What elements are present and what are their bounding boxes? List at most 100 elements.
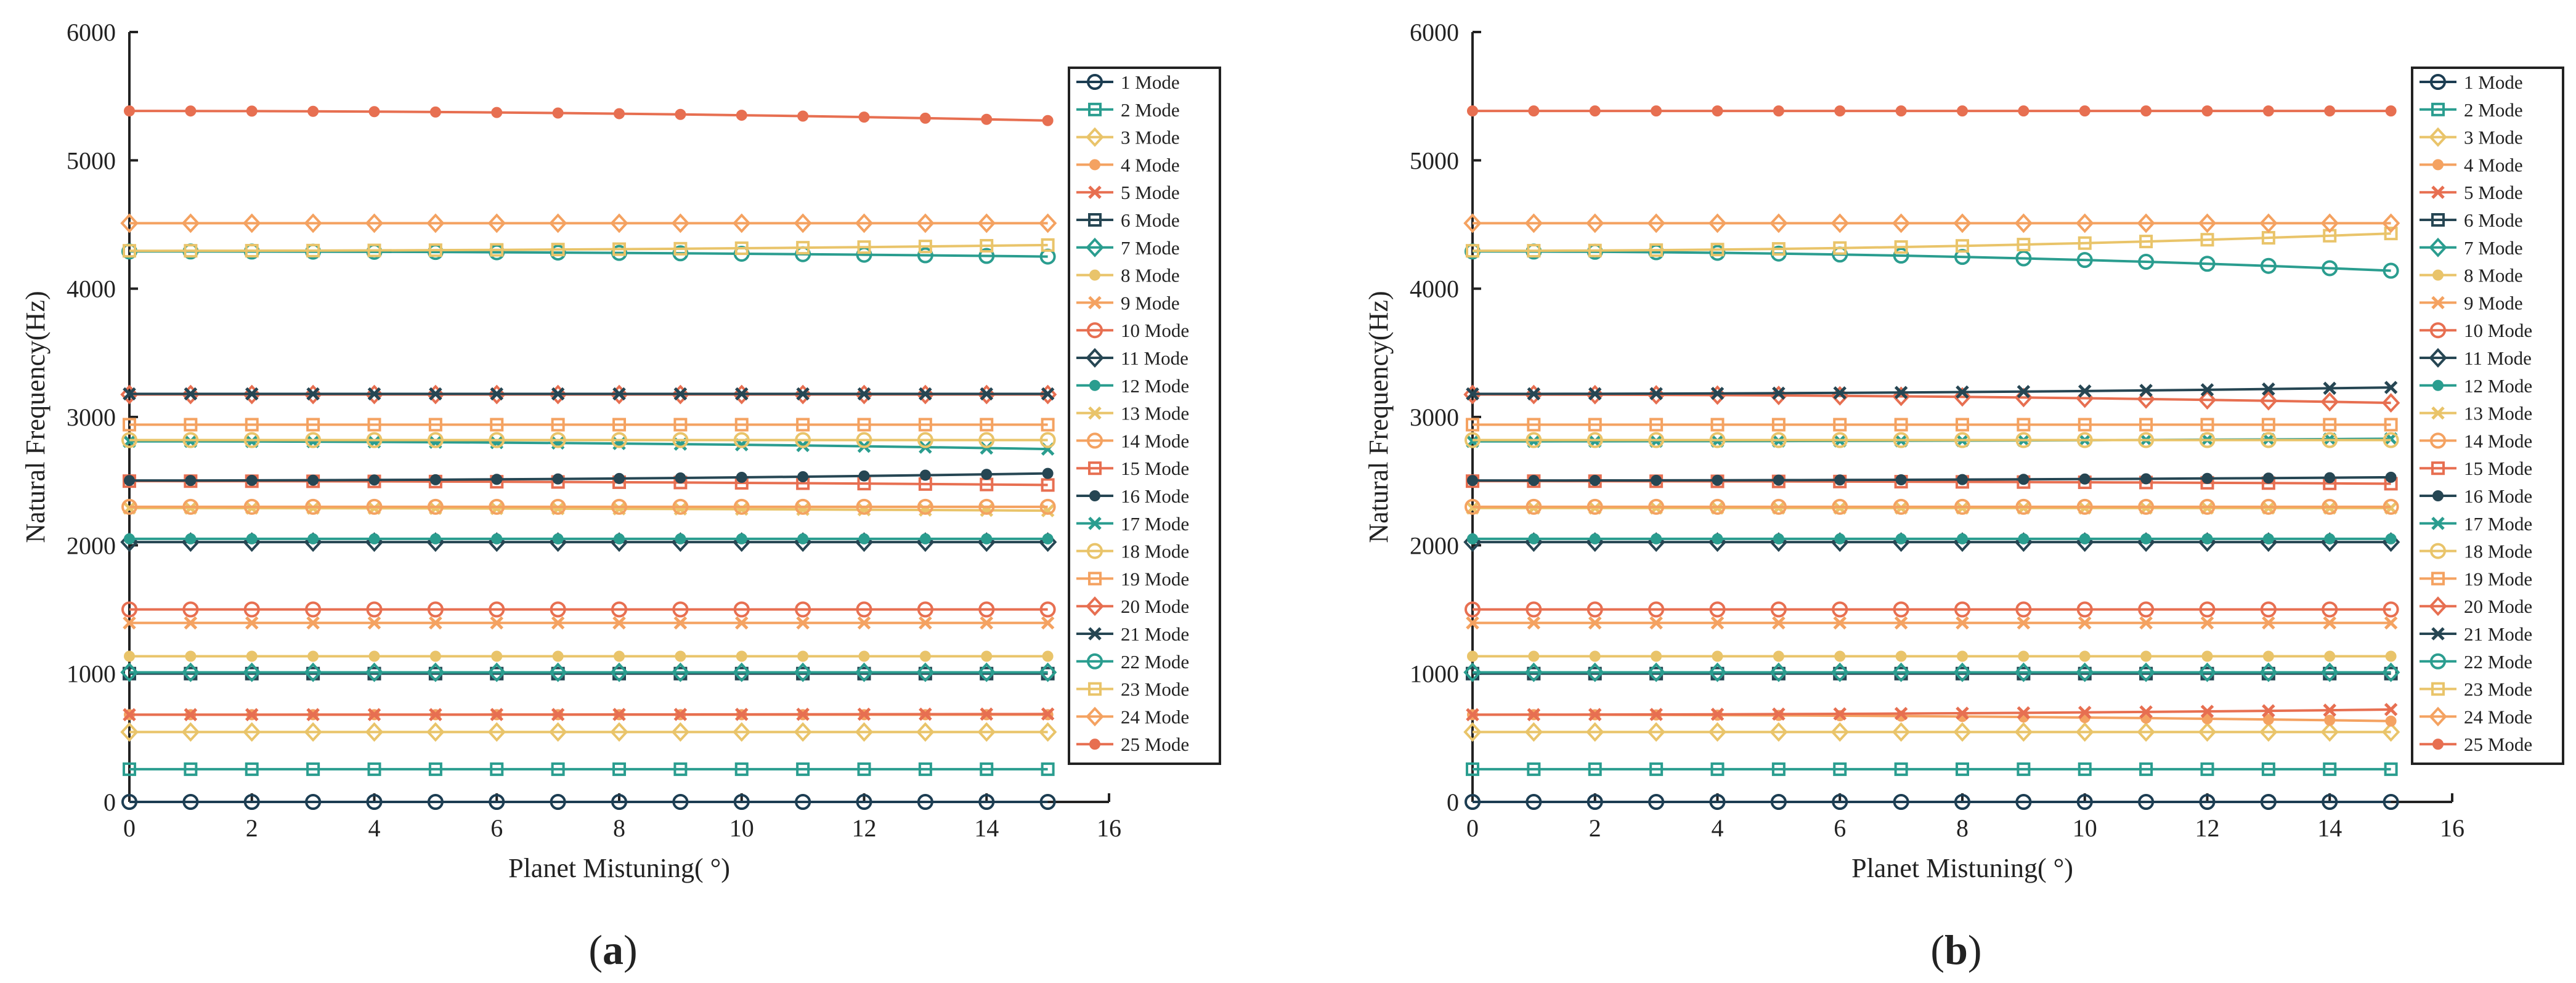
legend-swatch-marker: [1086, 237, 1104, 257]
data-point: [1038, 722, 1057, 742]
data-point: [245, 387, 259, 401]
data-point: [1956, 762, 1969, 776]
series-1-mode: [121, 794, 1056, 810]
series-16-mode: [1467, 471, 2397, 487]
data-point: [794, 722, 812, 742]
legend-label: 12 Mode: [1121, 375, 1189, 397]
data-point: [2076, 252, 2093, 269]
series-line: [1472, 475, 2391, 482]
data-point: [2384, 227, 2398, 241]
data-point: [1832, 498, 1848, 515]
data-point: [1895, 650, 1907, 662]
data-point: [245, 708, 259, 722]
series-3-mode: [120, 722, 1057, 742]
series-11-mode: [120, 532, 1057, 552]
data-point: [428, 243, 442, 257]
data-point: [2322, 601, 2338, 618]
y-tick-label: 4000: [67, 275, 116, 303]
data-point: [1834, 105, 1846, 117]
data-point: [367, 762, 381, 776]
data-point: [2323, 762, 2337, 776]
data-point: [2385, 471, 2397, 483]
data-point: [2076, 662, 2094, 682]
data-point: [1467, 533, 1478, 544]
data-point: [1587, 498, 1603, 515]
data-point: [1649, 243, 1664, 257]
data-point: [736, 472, 747, 483]
data-point: [1769, 213, 1788, 233]
data-point: [243, 601, 260, 618]
legend-swatch-marker: [2432, 738, 2444, 750]
data-point: [2137, 662, 2155, 682]
legend-label: 14 Mode: [1121, 430, 1189, 451]
data-point: [2200, 705, 2214, 718]
data-point: [245, 762, 259, 776]
data-point: [123, 762, 136, 776]
data-point: [182, 601, 199, 618]
data-point: [675, 650, 686, 662]
series-25-mode: [124, 105, 1054, 126]
series-9-mode: [123, 616, 1055, 630]
legend-label: 16 Mode: [1121, 485, 1189, 507]
data-point: [1649, 762, 1664, 776]
legend-label: 15 Mode: [1121, 458, 1189, 479]
data-point: [1527, 708, 1541, 722]
data-point: [2384, 762, 2398, 776]
data-point: [2322, 432, 2338, 448]
data-point: [2017, 616, 2031, 630]
series-5-mode: [123, 707, 1055, 722]
legend-swatch-marker: [1087, 543, 1103, 559]
data-point: [2260, 794, 2277, 810]
data-point: [917, 498, 933, 515]
data-point: [1769, 722, 1788, 742]
data-point: [306, 708, 320, 722]
data-point: [857, 762, 871, 776]
data-point: [124, 650, 135, 662]
data-point: [981, 650, 993, 662]
data-point: [1772, 386, 1786, 400]
data-point: [733, 662, 751, 682]
panel-label-close: ): [624, 926, 638, 973]
data-point: [2076, 601, 2093, 618]
legend-swatch-marker: [2430, 74, 2446, 90]
panel-label-letter: a: [603, 926, 624, 973]
data-point: [1041, 418, 1055, 432]
legend-swatch-marker: [2430, 322, 2446, 339]
data-point: [185, 533, 197, 544]
data-point: [796, 439, 810, 453]
data-point: [2201, 533, 2213, 544]
data-point: [611, 794, 627, 810]
data-point: [2200, 762, 2214, 776]
legend-label: 2 Mode: [1121, 99, 1180, 121]
series-line: [1472, 386, 2391, 395]
x-axis-title: Planet Mistuning( °): [1851, 853, 2073, 883]
data-point: [1524, 662, 1543, 682]
series-16-mode: [124, 467, 1054, 487]
data-point: [1893, 601, 1909, 618]
data-point: [2260, 601, 2277, 618]
data-point: [673, 762, 688, 776]
data-point: [1042, 533, 1054, 544]
legend-label: 16 Mode: [2464, 485, 2532, 507]
data-point: [978, 601, 995, 618]
legend-label: 7 Mode: [1121, 237, 1180, 259]
data-point: [2015, 498, 2032, 515]
data-point: [733, 722, 751, 742]
series-17-mode: [123, 434, 1055, 456]
x-tick-label: 6: [490, 814, 503, 842]
data-point: [2078, 762, 2092, 776]
data-point: [614, 533, 625, 544]
legend-label: 9 Mode: [1121, 292, 1180, 314]
data-point: [1957, 105, 1968, 117]
x-axis-title: Planet Mistuning( °): [508, 853, 730, 883]
data-point: [2018, 650, 2030, 662]
data-point: [552, 107, 564, 119]
data-point: [2259, 213, 2278, 233]
data-point: [981, 113, 993, 125]
data-point: [855, 213, 874, 233]
data-point: [1891, 722, 1911, 742]
data-point: [736, 650, 747, 662]
y-tick-label: 2000: [67, 532, 116, 559]
data-point: [2262, 382, 2275, 396]
legend-label: 4 Mode: [2464, 154, 2523, 176]
